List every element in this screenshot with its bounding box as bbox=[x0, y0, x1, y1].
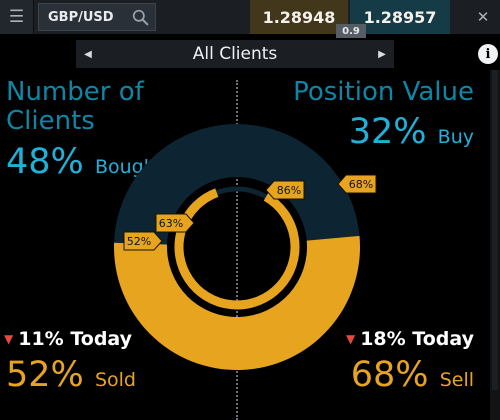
callout-label: 52% bbox=[127, 235, 151, 248]
sold-stat: 52% Sold bbox=[6, 355, 136, 395]
center-divider bbox=[236, 80, 238, 420]
callout-tag bbox=[265, 180, 305, 200]
buy-stat: 32% Buy bbox=[349, 112, 474, 152]
close-icon: ✕ bbox=[476, 8, 490, 26]
clients-today-text: 11% Today bbox=[18, 328, 133, 350]
top-bar: ☰ GBP/USD 1.28948 1.28957 ✕ bbox=[0, 0, 500, 34]
info-icon[interactable]: i bbox=[478, 44, 498, 64]
position-today-text: 18% Today bbox=[360, 328, 474, 350]
clients-today-change: ▼ 11% Today bbox=[4, 328, 132, 350]
scrollbar-thumb[interactable] bbox=[492, 70, 498, 390]
callout-tag bbox=[155, 213, 195, 233]
client-filter-bar: ◀ All Clients ▶ i bbox=[0, 40, 500, 68]
sell-stat: 68% Sell bbox=[351, 355, 474, 395]
sentiment-donut-chart: 52% 63% 86% 68% bbox=[114, 124, 377, 370]
chevron-left-icon: ◀ bbox=[84, 48, 92, 60]
sell-percent: 68% bbox=[350, 355, 429, 395]
currency-pair-label: GBP/USD bbox=[48, 9, 114, 25]
currency-pair-selector[interactable]: GBP/USD bbox=[38, 3, 156, 31]
inner-ring-progress bbox=[174, 188, 300, 310]
hamburger-icon: ☰ bbox=[8, 7, 25, 27]
position-value-heading: Position Value bbox=[293, 77, 474, 107]
down-arrow-icon: ▼ bbox=[345, 332, 356, 346]
callout-label: 68% bbox=[349, 178, 373, 191]
bid-price[interactable]: 1.28948 bbox=[250, 0, 348, 34]
clients-heading: Number of Clients bbox=[6, 78, 144, 136]
callout-label: 63% bbox=[159, 217, 183, 230]
client-filter-title: All Clients bbox=[100, 40, 370, 68]
next-button[interactable]: ▶ bbox=[370, 40, 394, 68]
clients-heading-line2: Clients bbox=[6, 106, 95, 136]
down-arrow-icon: ▼ bbox=[4, 332, 14, 346]
sold-label: Sold bbox=[94, 369, 136, 391]
bought-percent: 48% bbox=[6, 142, 84, 182]
chevron-right-icon: ▶ bbox=[378, 48, 386, 60]
sold-percent: 52% bbox=[6, 355, 84, 395]
position-today-change: ▼ 18% Today bbox=[346, 328, 474, 350]
outer-ring-bought-segment bbox=[114, 124, 360, 245]
callout-tag bbox=[123, 231, 163, 251]
buy-label: Buy bbox=[437, 126, 474, 148]
sell-label: Sell bbox=[439, 369, 474, 391]
clients-heading-line1: Number of bbox=[6, 77, 144, 107]
previous-button[interactable]: ◀ bbox=[76, 40, 100, 68]
search-icon[interactable] bbox=[132, 9, 149, 26]
bought-stat: 48% Bought bbox=[6, 142, 163, 182]
callout-tag bbox=[337, 174, 377, 194]
spread-badge: 0.9 bbox=[336, 24, 366, 38]
outer-ring-sold-segment bbox=[114, 235, 360, 370]
buy-percent: 32% bbox=[348, 112, 427, 152]
close-button[interactable]: ✕ bbox=[466, 0, 500, 34]
menu-button[interactable]: ☰ bbox=[0, 0, 34, 34]
ask-price[interactable]: 1.28957 bbox=[350, 0, 450, 34]
callout-label: 86% bbox=[277, 184, 301, 197]
